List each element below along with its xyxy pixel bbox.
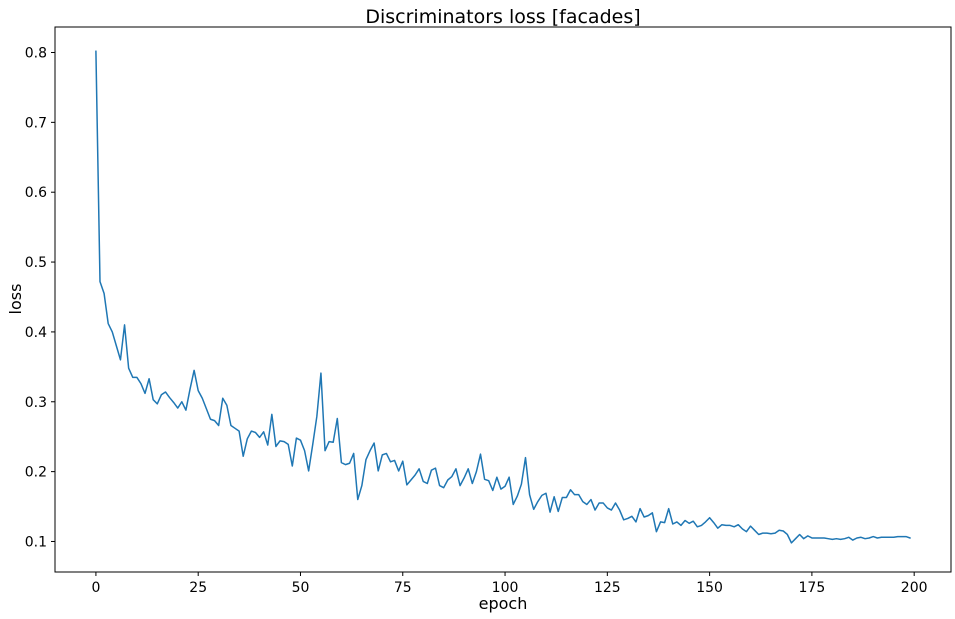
x-axis: 0 25 50 75 100 125 150 175 200 <box>91 572 928 596</box>
y-tick-label: 0.3 <box>25 395 47 411</box>
x-tick-label: 0 <box>91 580 100 596</box>
x-tick-label: 175 <box>799 580 826 596</box>
chart-title: Discriminators loss [facades] <box>365 6 640 28</box>
x-tick-label: 25 <box>189 580 207 596</box>
x-tick-label: 100 <box>492 580 519 596</box>
y-tick-label: 0.1 <box>25 534 47 550</box>
y-tick-label: 0.8 <box>25 45 47 61</box>
x-tick-label: 150 <box>696 580 723 596</box>
y-tick-label: 0.2 <box>25 465 47 481</box>
plot-area <box>95 50 911 544</box>
x-tick-label: 50 <box>292 580 310 596</box>
x-tick-label: 75 <box>394 580 412 596</box>
y-axis-label: loss <box>6 284 25 315</box>
series-line-0 <box>95 50 911 544</box>
x-tick-label: 200 <box>901 580 928 596</box>
y-tick-label: 0.7 <box>25 115 47 131</box>
y-tick-label: 0.6 <box>25 185 47 201</box>
x-axis-label: epoch <box>479 594 528 613</box>
y-tick-label: 0.5 <box>25 255 47 271</box>
y-tick-label: 0.4 <box>25 325 47 341</box>
x-tick-label: 125 <box>594 580 621 596</box>
y-axis: 0.1 0.2 0.3 0.4 0.5 0.6 0.7 0.8 <box>25 45 55 550</box>
plot-frame <box>54 26 952 573</box>
